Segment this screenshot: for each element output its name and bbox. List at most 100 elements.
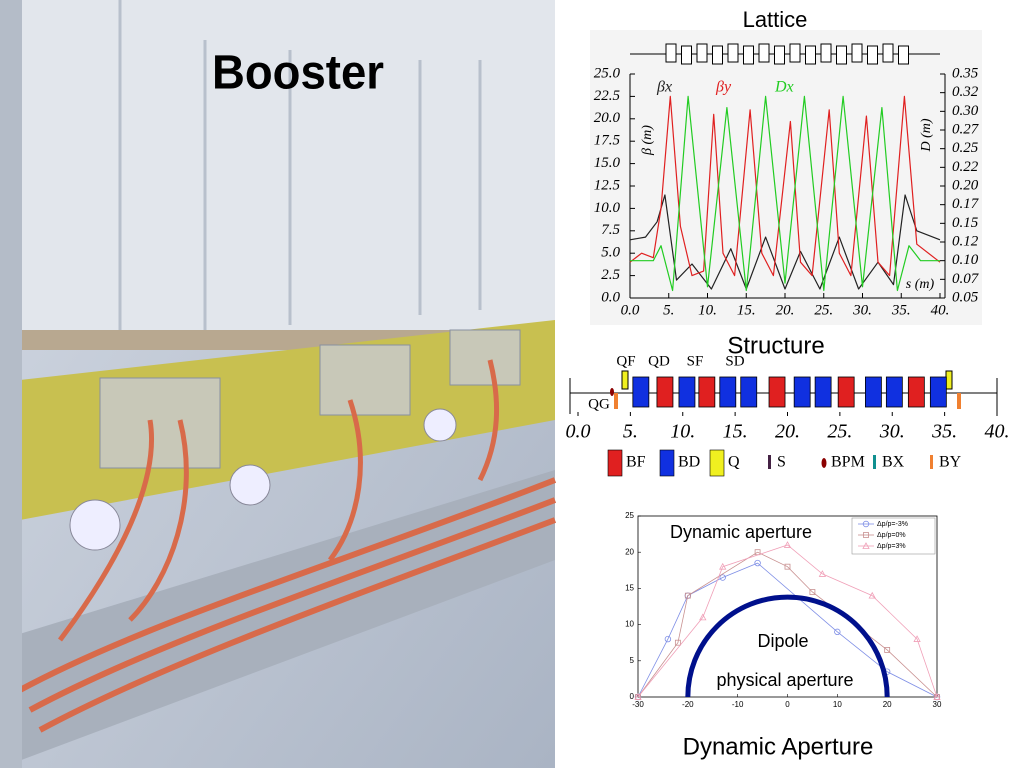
legend-label: BY bbox=[939, 454, 962, 471]
y2-tick-label: 0.35 bbox=[952, 65, 979, 81]
y-tick-label: 22.5 bbox=[594, 88, 621, 104]
legend-label: βx bbox=[656, 79, 672, 96]
dipole-bd bbox=[929, 376, 947, 408]
lattice-block bbox=[665, 43, 677, 63]
y2-axis-label: D (m) bbox=[919, 118, 934, 152]
x-tick-label: 15. bbox=[723, 421, 748, 443]
y2-tick-label: 0.17 bbox=[952, 196, 980, 212]
lattice-block bbox=[789, 43, 801, 63]
dipole-bd bbox=[632, 376, 650, 408]
y2-tick-label: 0.32 bbox=[952, 84, 979, 100]
point bbox=[634, 693, 642, 700]
lattice-block bbox=[805, 45, 816, 65]
y2-tick-label: 0.22 bbox=[952, 159, 979, 175]
x-tick-label: 0.0 bbox=[566, 421, 591, 443]
point bbox=[913, 635, 921, 642]
photo bbox=[0, 0, 557, 768]
point bbox=[719, 562, 727, 570]
legend-label: Δp/p=0% bbox=[877, 532, 906, 539]
dipole-bd bbox=[864, 376, 882, 408]
lattice-block bbox=[851, 43, 863, 63]
point bbox=[664, 635, 672, 643]
figure-title: Structure bbox=[727, 332, 824, 359]
element-label: SF bbox=[687, 353, 704, 369]
y-tick-label: 20 bbox=[625, 547, 634, 556]
y-tick-label: 10 bbox=[625, 620, 634, 629]
point bbox=[784, 563, 791, 570]
x-tick-label: 40. bbox=[931, 302, 950, 318]
dipole-bf bbox=[907, 376, 925, 408]
y-tick-label: 5 bbox=[630, 656, 635, 665]
chart-title: Dynamic aperture bbox=[670, 522, 812, 542]
legend-swatch bbox=[768, 455, 771, 469]
legend-swatch bbox=[873, 455, 876, 469]
lattice-block bbox=[758, 43, 770, 63]
legend-swatch bbox=[607, 449, 623, 477]
point bbox=[754, 559, 761, 567]
bpm bbox=[610, 388, 614, 396]
x-tick-label: -30 bbox=[632, 700, 644, 709]
dipole-bd bbox=[814, 376, 832, 408]
lattice-block bbox=[836, 45, 847, 65]
x-tick-label: 35. bbox=[891, 302, 911, 318]
legend-label: Q bbox=[728, 454, 740, 471]
caption: Dynamic Aperture bbox=[683, 733, 874, 760]
lattice-block bbox=[743, 45, 754, 65]
x-tick-label: -10 bbox=[732, 700, 744, 709]
annotation: physical aperture bbox=[716, 670, 853, 690]
y-tick-label: 0.0 bbox=[601, 289, 620, 305]
dipole-bf bbox=[837, 376, 855, 408]
legend-swatch bbox=[930, 455, 933, 469]
x-tick-label: 20 bbox=[883, 700, 892, 709]
quad bbox=[945, 370, 953, 390]
dipole-bd bbox=[740, 376, 758, 408]
y2-tick-label: 0.05 bbox=[952, 289, 979, 305]
x-tick-label: 10. bbox=[698, 302, 717, 318]
aperture-figure: -30 -20 -10 0 10 20 30 0 5 10 15 20 25 Δp/p=-3% Δp/p=0… bbox=[625, 511, 942, 709]
y-tick-label: 0 bbox=[630, 692, 635, 701]
x-tick-label: 5. bbox=[663, 302, 674, 318]
y-tick-label: 2.5 bbox=[601, 267, 620, 283]
y2-tick-label: 0.15 bbox=[952, 215, 979, 231]
x-tick-label: 15. bbox=[737, 302, 756, 318]
legend-label: Δp/p=3% bbox=[877, 543, 906, 550]
dipole-bd bbox=[678, 376, 696, 408]
point bbox=[868, 591, 876, 599]
dipole-aperture bbox=[685, 594, 890, 698]
y-tick-label: 7.5 bbox=[601, 222, 620, 238]
legend-marker bbox=[862, 542, 870, 549]
lattice-block bbox=[867, 45, 878, 65]
element-label: QD bbox=[648, 353, 670, 369]
x-tick-label: 25. bbox=[814, 302, 833, 318]
lattice-block bbox=[712, 45, 723, 65]
element-label: SD bbox=[725, 353, 744, 369]
structure-figure: Structure QF QD SF SD QG 0.0 5. 10. 15. 20. 25. 30. 3… bbox=[566, 332, 1010, 477]
series-line bbox=[637, 562, 938, 698]
y2-tick-label: 0.12 bbox=[952, 233, 979, 249]
legend-swatch bbox=[821, 458, 827, 468]
x-axis-label: s (m) bbox=[906, 277, 935, 292]
point bbox=[674, 639, 681, 646]
lattice-figure: Lattice 0.0 5. 10. 15. 20. 25. 30. 35. 40. 0.0 2.5 5… bbox=[590, 7, 982, 325]
dipole-bd bbox=[719, 376, 737, 408]
dipole-bd bbox=[793, 376, 811, 408]
y-axis-label: β (m) bbox=[640, 125, 655, 156]
y-tick-label: 15 bbox=[625, 584, 634, 593]
corrector bbox=[614, 393, 618, 409]
annotation: Dipole bbox=[757, 631, 808, 651]
y-tick-label: 15.0 bbox=[594, 155, 621, 171]
legend-label: BX bbox=[882, 454, 905, 471]
x-tick-label: 20. bbox=[775, 421, 800, 443]
x-tick-label: -20 bbox=[682, 700, 694, 709]
lattice-block bbox=[882, 43, 894, 63]
legend-label: Dx bbox=[774, 79, 794, 96]
dipole-bf bbox=[656, 376, 674, 408]
x-tick-label: 20. bbox=[776, 302, 795, 318]
slide-title: Booster bbox=[212, 47, 384, 100]
legend-label: BD bbox=[678, 454, 700, 471]
x-tick-label: 0.0 bbox=[621, 302, 640, 318]
quad bbox=[621, 370, 629, 390]
legend-marker bbox=[862, 520, 870, 528]
lattice-block bbox=[774, 45, 785, 65]
point bbox=[783, 541, 792, 548]
